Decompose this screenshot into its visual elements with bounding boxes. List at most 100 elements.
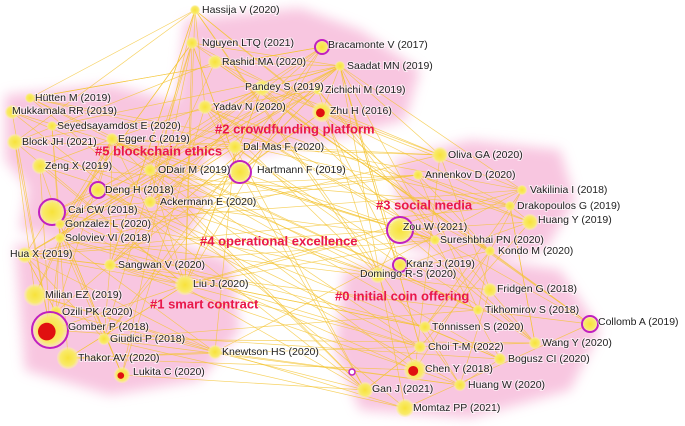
edge xyxy=(214,61,341,67)
node-label: Dal Mas F (2020) xyxy=(243,141,324,153)
node-label: Pandey S (2019) xyxy=(245,81,324,93)
edge xyxy=(364,346,421,391)
edge xyxy=(109,111,323,266)
edge xyxy=(317,89,436,241)
node-ring xyxy=(392,257,408,273)
node-label: Momtaz PP (2021) xyxy=(413,402,500,414)
node-core xyxy=(408,365,419,376)
edge xyxy=(59,189,523,225)
node-halo xyxy=(39,199,65,225)
labels: Hassija V (2020) Nguyen LTQ (2021) Bracamo… xyxy=(9,3,680,415)
node-halo xyxy=(229,161,251,183)
edge xyxy=(204,106,491,252)
node-label: ODair M (2019) xyxy=(158,164,230,176)
node-ring xyxy=(89,181,107,199)
edge xyxy=(184,42,193,286)
node-label: Thakor AV (2020) xyxy=(78,352,160,364)
node-label: Sureshbhai PN (2020) xyxy=(440,234,544,246)
edge xyxy=(184,239,436,286)
node-halo xyxy=(517,185,527,195)
node-halo xyxy=(32,158,48,174)
edge xyxy=(39,165,186,286)
node-label: Egger C (2019) xyxy=(118,133,190,145)
node-label: Block JH (2021) xyxy=(22,136,97,148)
node-halo xyxy=(357,382,373,398)
edge xyxy=(424,250,491,328)
edge xyxy=(184,229,401,286)
edge xyxy=(184,189,523,286)
edge xyxy=(121,42,193,376)
node-ring xyxy=(581,315,599,333)
edge xyxy=(59,138,113,239)
edge xyxy=(204,106,241,173)
node-label: Milian EZ (2019) xyxy=(45,289,122,301)
edge xyxy=(459,358,501,386)
node xyxy=(348,368,356,376)
edge xyxy=(459,289,491,386)
edge xyxy=(51,174,419,213)
edge xyxy=(149,65,341,203)
cluster-label: #1 smart contract xyxy=(150,296,259,311)
node-halo xyxy=(57,347,79,369)
node-halo xyxy=(25,93,35,103)
node-halo xyxy=(24,284,46,306)
cluster-label: #2 crowdfunding platform xyxy=(215,121,375,136)
edge xyxy=(49,138,113,331)
edge xyxy=(339,65,441,156)
node-halo xyxy=(414,341,426,353)
node-label: Domingo R-S (2020) xyxy=(360,268,456,280)
node-halo xyxy=(17,247,33,263)
edge xyxy=(194,9,461,386)
edge xyxy=(24,254,111,266)
edge xyxy=(14,9,196,143)
edge xyxy=(509,205,536,344)
edge xyxy=(214,189,523,353)
node-halo xyxy=(505,201,515,211)
edge xyxy=(14,141,36,296)
edge xyxy=(111,138,441,156)
node-label: Mukkamala RR (2019) xyxy=(12,105,117,117)
edge xyxy=(317,89,536,344)
nodes xyxy=(5,5,599,417)
edge xyxy=(109,264,421,348)
node-label: Hartmann F (2019) xyxy=(257,164,346,176)
edge xyxy=(184,87,263,286)
edge xyxy=(234,146,536,344)
edge xyxy=(419,221,531,348)
edge xyxy=(59,223,123,376)
node-halo xyxy=(47,121,57,131)
edge xyxy=(24,229,401,256)
edge xyxy=(67,284,186,359)
node-label: Hütten M (2019) xyxy=(35,92,111,104)
edge xyxy=(51,211,366,391)
edge xyxy=(109,264,426,328)
node-halo xyxy=(483,283,497,297)
node-halo xyxy=(104,259,116,271)
edge xyxy=(377,274,416,371)
node-label: Hassija V (2020) xyxy=(202,4,280,16)
node-halo xyxy=(313,85,323,95)
node-label: Soloviev VI (2018) xyxy=(65,232,151,244)
node-label: Ackermann E (2020) xyxy=(160,196,256,208)
node-halo xyxy=(55,233,65,243)
node-halo xyxy=(393,258,407,272)
edge xyxy=(214,146,236,353)
edge xyxy=(321,111,511,207)
edge xyxy=(59,87,263,239)
edge xyxy=(261,87,441,156)
node-halo xyxy=(5,105,19,119)
edge xyxy=(103,309,479,340)
node-halo xyxy=(454,379,466,391)
edge xyxy=(11,111,436,241)
edge xyxy=(24,254,57,313)
edge xyxy=(97,46,323,191)
edge xyxy=(24,205,511,256)
edge xyxy=(103,264,111,340)
node-label: Liu J (2020) xyxy=(193,278,248,290)
edge xyxy=(67,342,536,359)
edge xyxy=(39,138,113,167)
node-label: Deng H (2018) xyxy=(105,184,174,196)
node-halo xyxy=(198,100,212,114)
node-label: Kondo M (2020) xyxy=(498,245,573,257)
edge xyxy=(111,106,206,140)
